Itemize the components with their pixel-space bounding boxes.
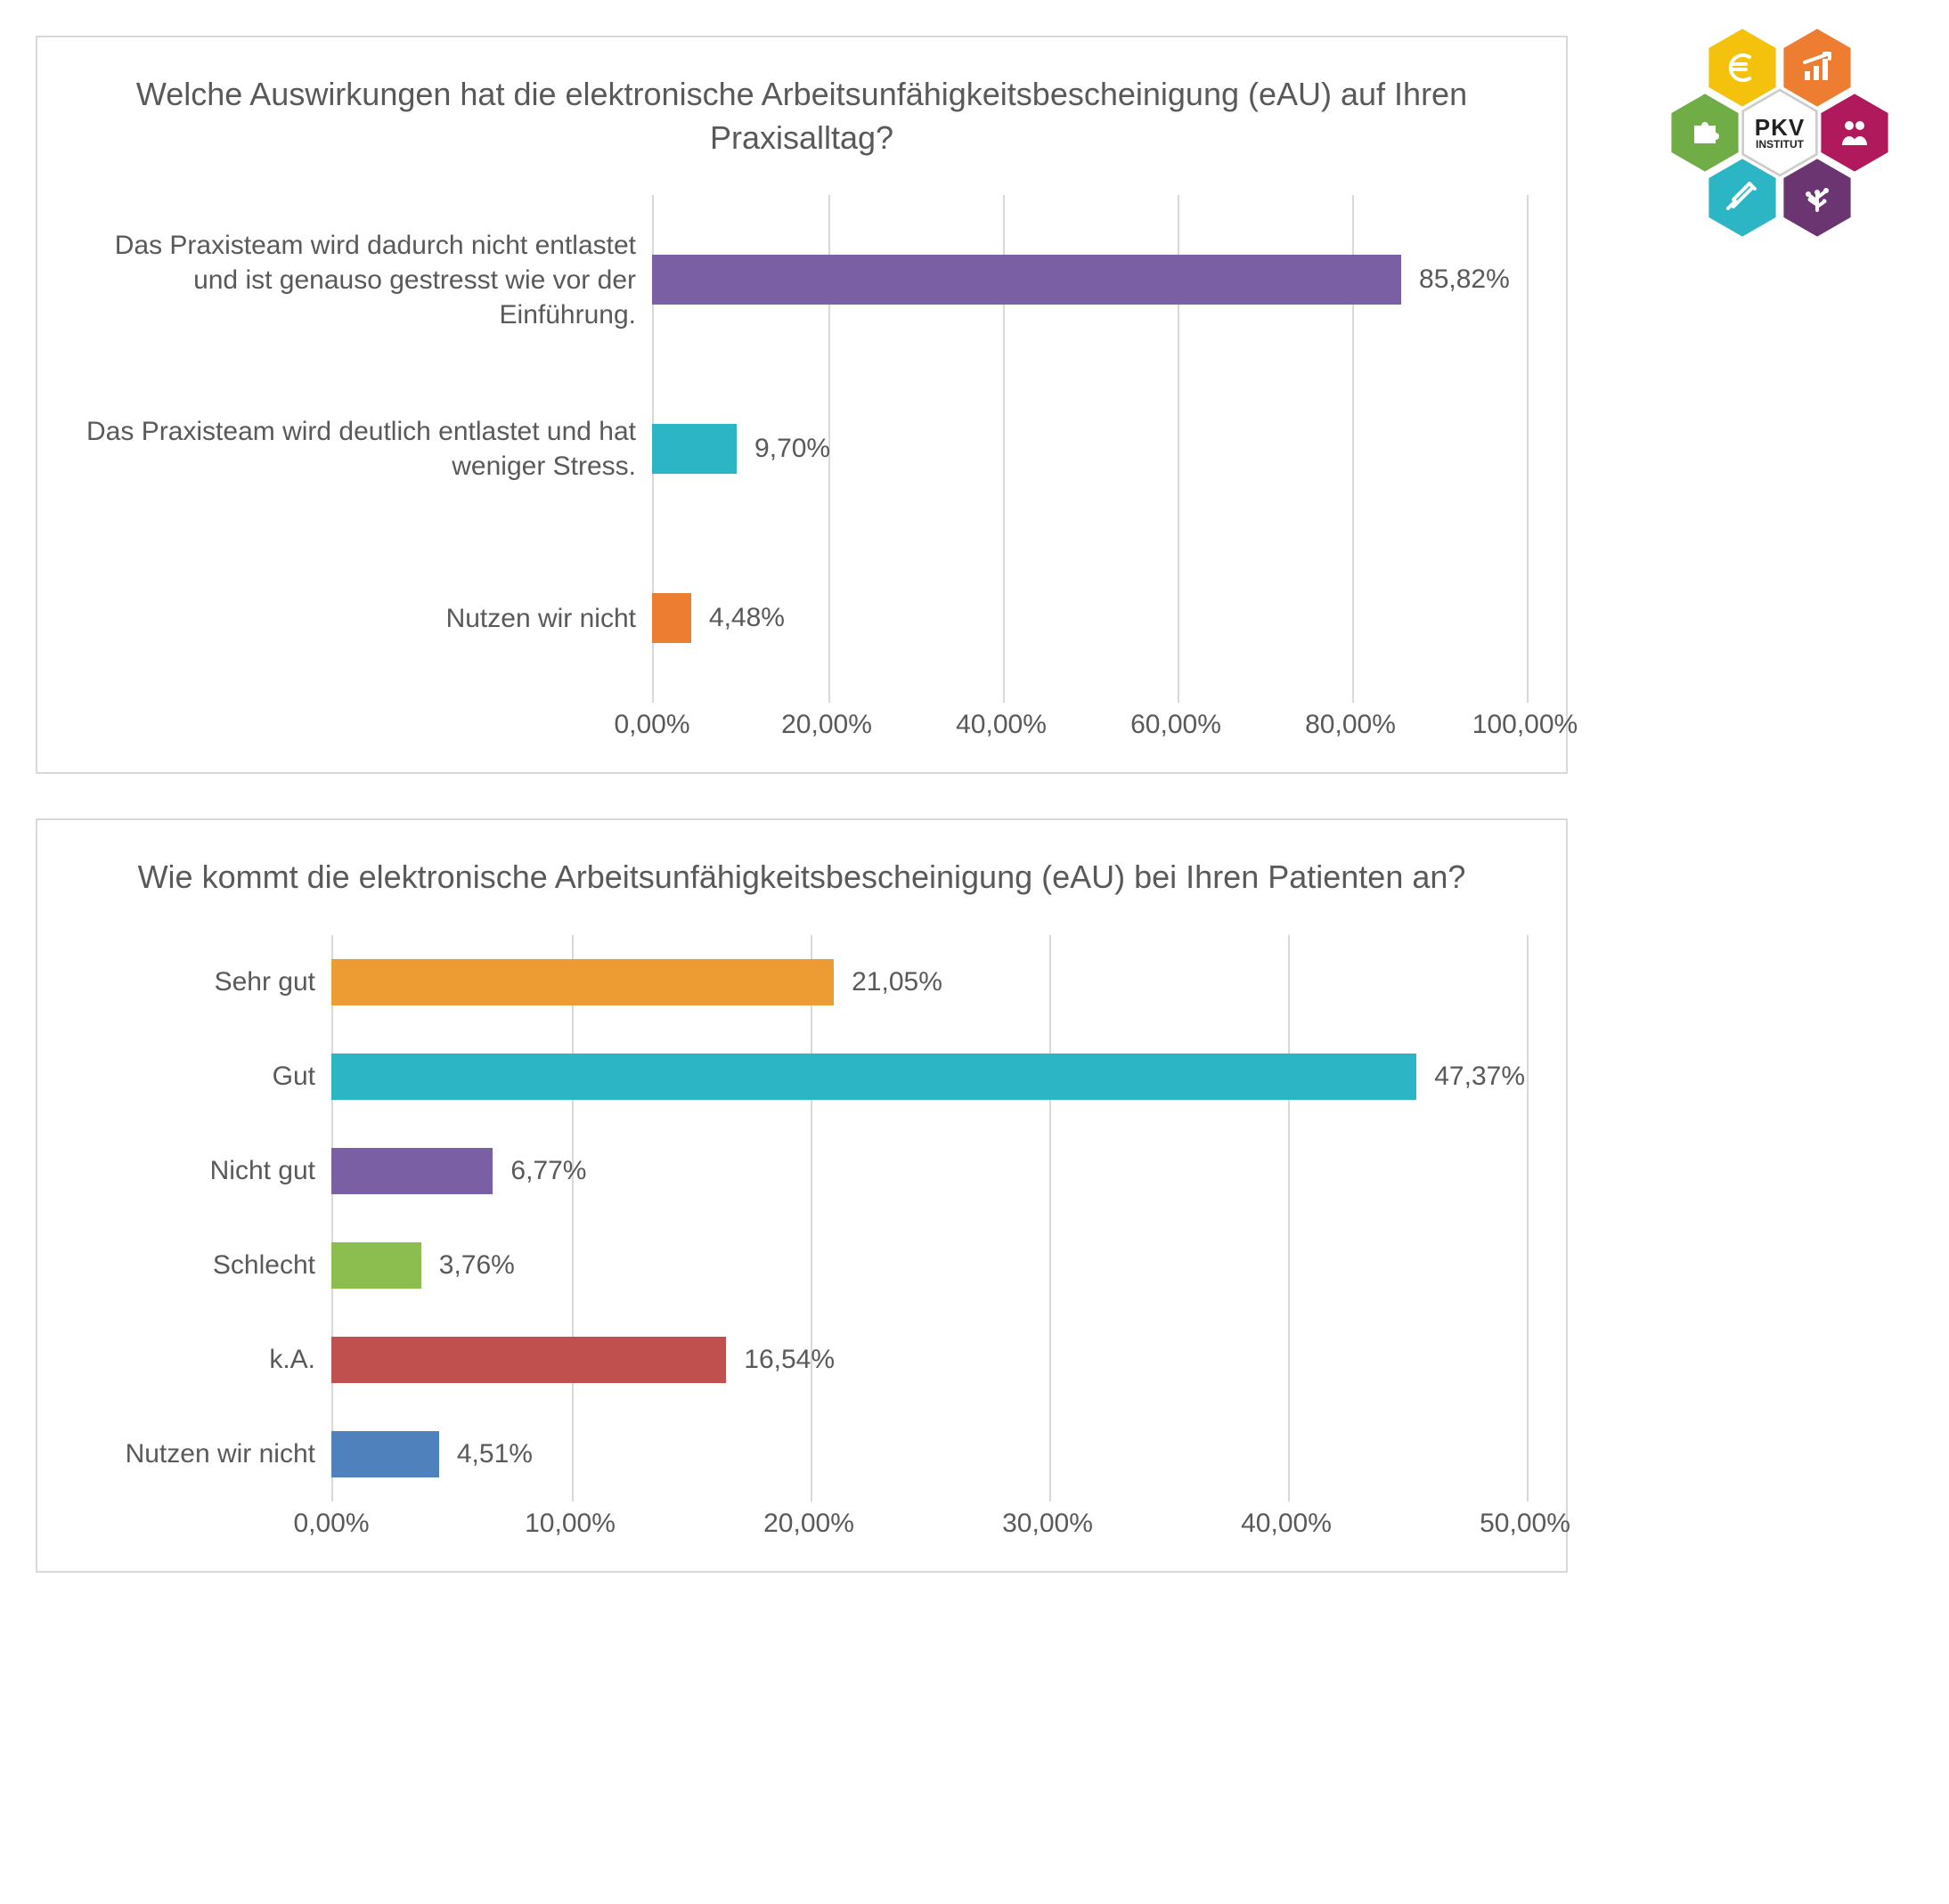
bar [652,255,1401,305]
bar [331,1054,1416,1100]
x-tick-label: 20,00% [781,710,872,740]
chart-panel-2: Wie kommt die elektronische Arbeitsunfäh… [36,818,1568,1573]
category-label: Gut [64,1059,331,1094]
bar [652,593,691,643]
x-tick-label: 0,00% [293,1509,369,1539]
value-label: 3,76% [439,1250,515,1281]
bar [331,1337,726,1383]
chart-2-row: Sehr gut 21,05% [64,935,1539,1029]
value-label: 47,37% [1434,1062,1525,1092]
chart-1-row: Nutzen wir nicht 4,48% [64,533,1539,703]
bar-wrap: 85,82% [652,195,1525,364]
chart-2-title: Wie kommt die elektronische Arbeitsunfäh… [135,856,1468,899]
category-label: Sehr gut [64,964,331,999]
value-label: 21,05% [852,967,942,997]
chart-panel-1: Welche Auswirkungen hat die elektronisch… [36,36,1568,774]
value-label: 16,54% [744,1345,835,1375]
category-label: Nutzen wir nicht [64,601,652,636]
value-label: 85,82% [1419,264,1510,295]
category-label: k.A. [64,1342,331,1377]
category-label: Nutzen wir nicht [64,1436,331,1471]
chart-1-rows: Das Praxisteam wird dadurch nicht entlas… [64,195,1539,703]
logo-hex-tree [1782,157,1853,239]
bar [331,959,834,1005]
x-tick-label: 80,00% [1305,710,1396,740]
chart-2-rows: Sehr gut 21,05% Gut 47,37% Nicht gut 6,77% Sch… [64,935,1539,1501]
chart-1-x-axis: 0,00%20,00%40,00%60,00%80,00%100,00% [64,710,1539,754]
bar [652,424,737,474]
bar-wrap: 6,77% [331,1124,1525,1218]
value-label: 6,77% [510,1156,586,1186]
chart-2-x-axis: 0,00%10,00%20,00%30,00%40,00%50,00% [64,1509,1539,1553]
bar-wrap: 3,76% [331,1218,1525,1313]
x-tick-label: 50,00% [1480,1509,1570,1539]
brand-line2: INSTITUT [1755,139,1805,150]
chart-2-row: Gut 47,37% [64,1029,1539,1124]
chart-2-row: Nutzen wir nicht 4,51% [64,1407,1539,1501]
brand-line1: PKV [1755,116,1805,139]
brand-logo-cluster: PKVINSTITUT [1628,27,1931,276]
bar-wrap: 9,70% [652,364,1525,533]
x-tick-label: 40,00% [956,710,1047,740]
value-label: 4,48% [709,603,785,633]
bar [331,1148,493,1194]
x-tick-label: 100,00% [1472,710,1578,740]
x-tick-label: 0,00% [614,710,689,740]
x-ticks: 0,00%20,00%40,00%60,00%80,00%100,00% [652,710,1525,754]
x-tick-label: 40,00% [1241,1509,1332,1539]
chart-1-row: Das Praxisteam wird dadurch nicht entlas… [64,195,1539,364]
chart-1-title: Welche Auswirkungen hat die elektronisch… [135,73,1468,159]
category-label: Schlecht [64,1248,331,1282]
x-tick-label: 20,00% [763,1509,854,1539]
value-label: 4,51% [457,1439,533,1469]
bar-wrap: 4,48% [652,533,1525,703]
category-label: Das Praxisteam wird dadurch nicht entlas… [64,228,652,332]
bar-wrap: 21,05% [331,935,1525,1029]
category-label: Das Praxisteam wird deutlich entlastet u… [64,414,652,484]
x-tick-label: 10,00% [525,1509,616,1539]
bar-wrap: 47,37% [331,1029,1525,1124]
chart-2-row: k.A. 16,54% [64,1313,1539,1407]
x-ticks: 0,00%10,00%20,00%30,00%40,00%50,00% [331,1509,1525,1553]
chart-1-area: Das Praxisteam wird dadurch nicht entlas… [64,195,1539,754]
bar-wrap: 4,51% [331,1407,1525,1501]
value-label: 9,70% [754,434,830,464]
chart-2-row: Schlecht 3,76% [64,1218,1539,1313]
category-label: Nicht gut [64,1153,331,1188]
x-tick-label: 30,00% [1002,1509,1093,1539]
bar-wrap: 16,54% [331,1313,1525,1407]
bar [331,1431,439,1477]
bar [331,1242,421,1289]
page: PKVINSTITUT Welche Auswirkungen hat die … [36,36,1913,1573]
chart-2-area: Sehr gut 21,05% Gut 47,37% Nicht gut 6,77% Sch… [64,935,1539,1553]
chart-2-row: Nicht gut 6,77% [64,1124,1539,1218]
logo-hex-syringe [1707,157,1778,239]
chart-1-row: Das Praxisteam wird deutlich entlastet u… [64,364,1539,533]
x-tick-label: 60,00% [1130,710,1221,740]
